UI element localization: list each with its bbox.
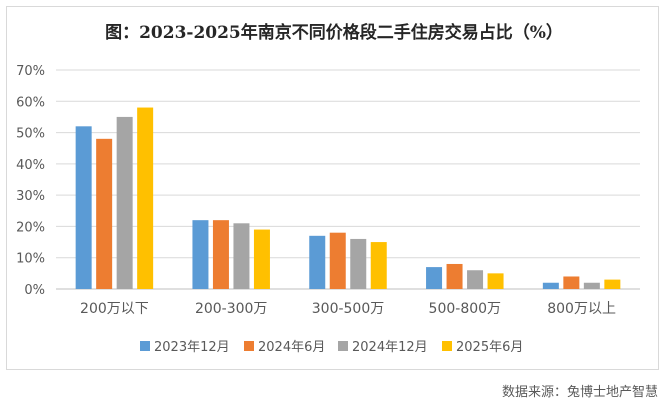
bar [604, 279, 621, 289]
bar [563, 276, 580, 289]
x-tick-label: 200-300万 [195, 301, 268, 317]
legend-swatch [140, 341, 150, 351]
y-tick-label: 30% [16, 189, 45, 204]
x-tick-labels: 200万以下 200-300万 300-500万 500-800万 800万以上 [80, 301, 616, 317]
x-tick-label: 500-800万 [429, 301, 502, 317]
bar [233, 223, 250, 289]
y-tick-label: 40% [16, 158, 45, 173]
legend-swatch [442, 341, 452, 351]
y-tick-label: 10% [16, 252, 45, 267]
y-tick-label: 60% [16, 95, 45, 110]
bar [116, 116, 133, 289]
legend-swatch [338, 341, 348, 351]
bar [329, 232, 346, 289]
chart-title: 图：2023-2025年南京不同价格段二手住房交易占比（%） [105, 23, 563, 43]
chart-frame [6, 6, 659, 370]
bar [96, 138, 113, 289]
legend-swatch [244, 341, 254, 351]
legend-label: 2023年12月 [154, 340, 230, 355]
bar [467, 270, 484, 289]
y-tick-label: 20% [16, 220, 45, 235]
y-tick-labels: 0% 10% 20% 30% 40% 50% 60% 70% [16, 64, 45, 298]
bar [192, 220, 209, 289]
legend-label: 2024年6月 [258, 340, 325, 355]
legend-label: 2024年12月 [352, 340, 428, 355]
bar [350, 238, 367, 289]
bar [137, 107, 154, 290]
source-note: 数据来源：兔博士地产智慧 [501, 385, 658, 400]
bar [309, 235, 326, 289]
legend: 2023年12月 2024年6月 2024年12月 2025年6月 [140, 340, 523, 355]
bar [487, 273, 504, 289]
y-tick-label: 50% [16, 127, 45, 142]
legend-label: 2025年6月 [456, 340, 523, 355]
x-tick-label: 300-500万 [312, 301, 385, 317]
bar [426, 267, 443, 289]
bar [75, 126, 92, 289]
bar [446, 263, 463, 289]
bar [212, 220, 229, 289]
bars [75, 107, 621, 290]
y-tick-label: 70% [16, 64, 45, 79]
bar [370, 242, 387, 289]
y-tick-label: 0% [24, 283, 45, 298]
bar [542, 282, 559, 289]
x-tick-label: 800万以上 [547, 301, 616, 317]
bar [253, 229, 270, 289]
grid-lines [56, 69, 640, 290]
bar [583, 282, 600, 289]
x-tick-label: 200万以下 [80, 301, 149, 317]
